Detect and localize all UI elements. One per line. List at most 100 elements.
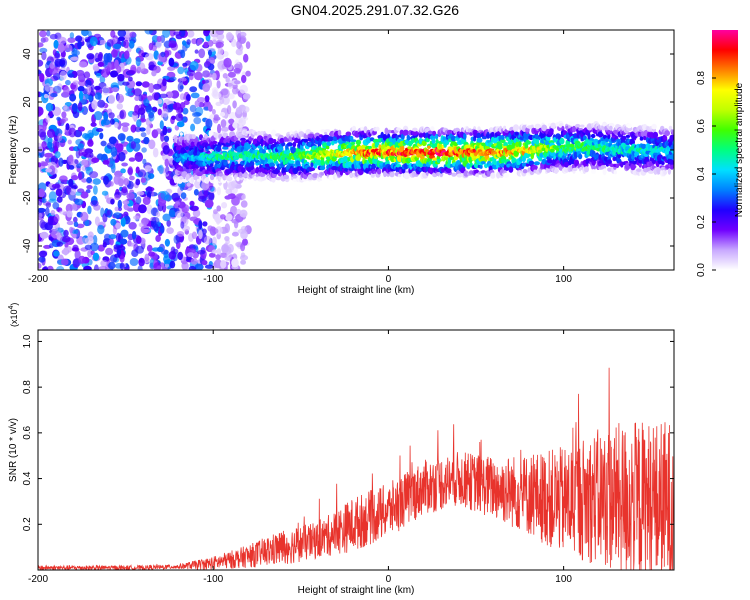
spectrogram-cell (201, 260, 208, 266)
spectrogram-cell (135, 126, 142, 133)
spectrogram-cell (152, 147, 159, 158)
spectrogram-cell (68, 165, 75, 170)
spectrogram-cell (138, 107, 146, 115)
spectrogram-cell (271, 129, 277, 137)
spectrogram-cell (386, 129, 393, 134)
spectrogram-cell (175, 200, 181, 206)
spectrogram-cell (223, 161, 228, 166)
spectrogram-cell (146, 109, 156, 115)
spectrogram-cell (211, 249, 218, 254)
spectrogram-cell (109, 70, 119, 78)
spectrogram-cell (204, 170, 210, 175)
spectrogram-cell (590, 133, 596, 139)
spectrogram-cell (598, 132, 604, 137)
spectrogram-cell (39, 47, 48, 54)
spectrogram-cell (135, 56, 141, 67)
colorbar-label: Normalized spectral amplitude (734, 82, 745, 217)
spectrogram-cell (233, 67, 242, 74)
spectrogram-cell (221, 88, 230, 99)
spectrogram-cell (117, 133, 126, 141)
spectrogram-cell (39, 73, 45, 83)
spectrogram-cell (113, 212, 122, 219)
spectrogram-cell (47, 265, 54, 270)
spectrogram-ridge-cell (569, 143, 575, 148)
spectrogram-cell (48, 110, 53, 117)
spectrogram-cell (63, 185, 72, 195)
spectrogram-cell (574, 160, 580, 168)
spectrogram-cell (191, 231, 197, 240)
spectrogram-cell (191, 134, 196, 140)
spectrogram-cell (478, 174, 483, 179)
spectrogram-cell (286, 149, 291, 154)
spectrogram-cell (160, 190, 170, 201)
x-tick-label: 0 (386, 574, 392, 585)
spectrogram-cell (449, 156, 455, 160)
spectrogram-cell (492, 159, 497, 166)
spectrogram-cell (202, 221, 208, 227)
spectrogram-cell (148, 251, 156, 257)
spectrogram-cell (240, 242, 246, 252)
y-tick-label: 40 (22, 48, 33, 60)
spectrogram-cell (108, 234, 117, 240)
spectrogram-cell (532, 165, 538, 170)
x-tick-label: 0 (386, 274, 392, 285)
spectrogram-cell (203, 41, 209, 48)
spectrogram-cell (215, 254, 221, 260)
spectrogram-cell (81, 30, 89, 37)
spectrogram-cell (231, 258, 239, 268)
spectrogram-cell (168, 40, 177, 48)
spectrogram-cell (670, 153, 674, 160)
spectrogram-cell (73, 216, 78, 223)
spectrogram-cell (630, 163, 636, 171)
spectrogram-cell (129, 31, 137, 38)
spectrogram-cell (71, 103, 78, 112)
spectrogram-cell (95, 128, 104, 132)
spectrogram-cell (86, 185, 93, 190)
spectrogram-cell (110, 118, 115, 125)
spectrogram-cell (57, 133, 63, 142)
spectrogram-cell (78, 172, 83, 181)
spectrogram-cell (136, 235, 142, 244)
spectrogram-cell (631, 134, 637, 140)
spectrogram-cell (77, 102, 83, 112)
spectrogram-cell (235, 48, 243, 56)
spectrogram-cell (177, 251, 183, 261)
spectrogram-cell (182, 107, 189, 115)
spectrogram-cell (168, 209, 176, 218)
spectrogram-cell (626, 123, 632, 129)
spectrogram-cell (554, 167, 559, 174)
spectrogram-cell (241, 194, 246, 200)
spectrogram-cell (469, 162, 473, 168)
spectrogram-cell (238, 31, 247, 38)
spectrogram-cell (121, 122, 130, 127)
spectrogram-cell (402, 129, 409, 136)
spectrogram-cell (161, 108, 169, 118)
spectrogram-cell (109, 237, 114, 246)
spectrogram-cell (120, 57, 126, 63)
spectrogram-cell (147, 95, 153, 101)
spectrogram-cell (528, 160, 535, 166)
y-tick-label: -40 (22, 238, 33, 253)
spectrogram-cell (92, 252, 100, 261)
spectrogram-cell (97, 153, 104, 160)
spectrogram-cell (54, 52, 61, 59)
spectrogram-cell (190, 258, 198, 265)
spectrogram-cell (73, 221, 79, 227)
spectrogram-cell (173, 177, 178, 184)
spectrogram-cell (47, 141, 53, 149)
spectrogram-cell (93, 111, 103, 121)
spectrogram-cell (102, 85, 110, 96)
spectrogram-cell (182, 62, 188, 67)
spectrogram-cell (253, 175, 258, 182)
snr-multiplier: (x104) (8, 303, 19, 327)
spectrogram-cell (303, 138, 309, 143)
spectrogram-cell (94, 216, 100, 226)
spectrogram-cell (223, 57, 232, 68)
spectrogram-cell (152, 83, 162, 90)
spectrogram-cell (491, 131, 495, 138)
spectrogram-cell (173, 197, 182, 203)
spectrogram-cell (61, 258, 69, 266)
spectrogram-cell (165, 165, 170, 175)
spectrogram-cell (54, 58, 63, 67)
spectrogram-cell (197, 38, 203, 45)
